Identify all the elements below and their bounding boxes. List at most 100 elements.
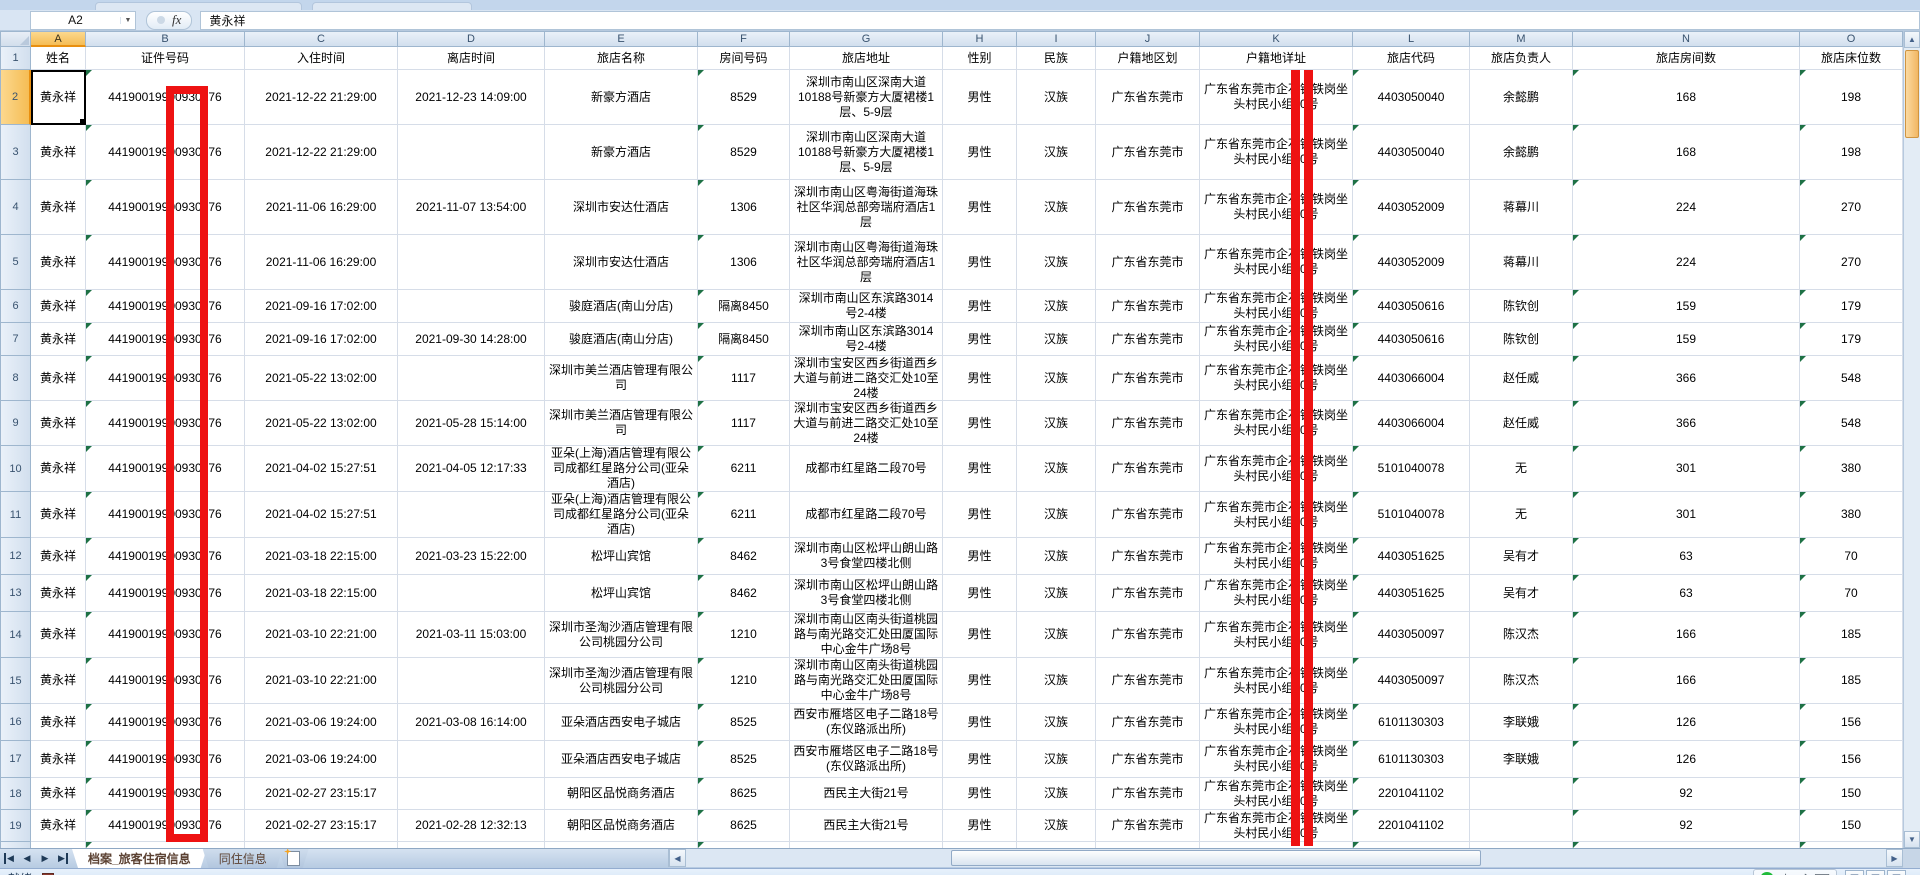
cell-M7[interactable]: 陈钦创 bbox=[1470, 323, 1573, 356]
cell-L16[interactable]: 6101130303 bbox=[1353, 704, 1470, 741]
row-header-17[interactable]: 17 bbox=[0, 741, 31, 778]
cell-D12[interactable]: 2021-03-23 15:22:00 bbox=[398, 538, 545, 575]
cell-C14[interactable]: 2021-03-10 22:21:00 bbox=[245, 612, 398, 658]
cell-I11[interactable]: 汉族 bbox=[1017, 492, 1096, 538]
cell-H18[interactable]: 男性 bbox=[943, 778, 1017, 810]
cell-O9[interactable]: 548 bbox=[1800, 401, 1903, 446]
cell-L14[interactable]: 4403050097 bbox=[1353, 612, 1470, 658]
cell-K20[interactable]: 广东省东莞市企石镇铁岗坐头村民小组40号 bbox=[1200, 842, 1353, 848]
cell-O11[interactable]: 380 bbox=[1800, 492, 1903, 538]
cell-B10[interactable]: 44190019900930376 bbox=[86, 446, 245, 492]
cell-L5[interactable]: 4403052009 bbox=[1353, 235, 1470, 290]
cell-K8[interactable]: 广东省东莞市企石镇铁岗坐头村民小组40号 bbox=[1200, 356, 1353, 401]
cell-H2[interactable]: 男性 bbox=[943, 70, 1017, 125]
cell-N7[interactable]: 159 bbox=[1573, 323, 1800, 356]
cell-N18[interactable]: 92 bbox=[1573, 778, 1800, 810]
cell-B11[interactable]: 44190019900930376 bbox=[86, 492, 245, 538]
cell-B19[interactable]: 44190019900930376 bbox=[86, 810, 245, 842]
cell-O20[interactable]: 130 bbox=[1800, 842, 1903, 848]
cell-H16[interactable]: 男性 bbox=[943, 704, 1017, 741]
cell-O13[interactable]: 70 bbox=[1800, 575, 1903, 612]
cell-M14[interactable]: 陈汉杰 bbox=[1470, 612, 1573, 658]
cell-I4[interactable]: 汉族 bbox=[1017, 180, 1096, 235]
cell-G2[interactable]: 深圳市南山区深南大道10188号新豪方大厦裙楼1层、5-9层 bbox=[790, 70, 943, 125]
cell-N15[interactable]: 166 bbox=[1573, 658, 1800, 704]
cell-D7[interactable]: 2021-09-30 14:28:00 bbox=[398, 323, 545, 356]
cell-A4[interactable]: 黄永祥 bbox=[31, 180, 86, 235]
cell-B12[interactable]: 44190019900930376 bbox=[86, 538, 245, 575]
cell-I20[interactable]: 汉族 bbox=[1017, 842, 1096, 848]
cell-J3[interactable]: 广东省东莞市 bbox=[1096, 125, 1200, 180]
column-header-A[interactable]: A bbox=[31, 31, 86, 47]
cell-I16[interactable]: 汉族 bbox=[1017, 704, 1096, 741]
cell-C19[interactable]: 2021-02-27 23:15:17 bbox=[245, 810, 398, 842]
cell-F17[interactable]: 8525 bbox=[698, 741, 790, 778]
cell-G14[interactable]: 深圳市南山区南头街道桃园路与南光路交汇处田厦国际中心金牛广场8号 bbox=[790, 612, 943, 658]
cell-H20[interactable]: 男性 bbox=[943, 842, 1017, 848]
scroll-left-icon[interactable]: ◀ bbox=[669, 849, 686, 867]
cell-F20[interactable]: 1105 bbox=[698, 842, 790, 848]
cell-E8[interactable]: 深圳市美兰酒店管理有限公司 bbox=[545, 356, 698, 401]
cell-I5[interactable]: 汉族 bbox=[1017, 235, 1096, 290]
header-cell-B1[interactable]: 证件号码 bbox=[86, 47, 245, 70]
header-cell-M1[interactable]: 旅店负责人 bbox=[1470, 47, 1573, 70]
cell-H4[interactable]: 男性 bbox=[943, 180, 1017, 235]
name-box[interactable]: A2 ▼ bbox=[30, 10, 136, 30]
cell-M6[interactable]: 陈钦创 bbox=[1470, 290, 1573, 323]
cell-H10[interactable]: 男性 bbox=[943, 446, 1017, 492]
cell-A19[interactable]: 黄永祥 bbox=[31, 810, 86, 842]
row-header-3[interactable]: 3 bbox=[0, 125, 31, 180]
cell-H11[interactable]: 男性 bbox=[943, 492, 1017, 538]
cell-H14[interactable]: 男性 bbox=[943, 612, 1017, 658]
cell-B5[interactable]: 44190019900930376 bbox=[86, 235, 245, 290]
cell-M13[interactable]: 吴有才 bbox=[1470, 575, 1573, 612]
cell-J18[interactable]: 广东省东莞市 bbox=[1096, 778, 1200, 810]
row-header-6[interactable]: 6 bbox=[0, 290, 31, 323]
column-header-E[interactable]: E bbox=[545, 31, 698, 47]
cell-M8[interactable]: 赵任威 bbox=[1470, 356, 1573, 401]
cell-I17[interactable]: 汉族 bbox=[1017, 741, 1096, 778]
cell-D17[interactable] bbox=[398, 741, 545, 778]
cell-K19[interactable]: 广东省东莞市企石镇铁岗坐头村民小组40号 bbox=[1200, 810, 1353, 842]
cell-K4[interactable]: 广东省东莞市企石镇铁岗坐头村民小组40号 bbox=[1200, 180, 1353, 235]
cell-M19[interactable] bbox=[1470, 810, 1573, 842]
cell-A9[interactable]: 黄永祥 bbox=[31, 401, 86, 446]
row-header-7[interactable]: 7 bbox=[0, 323, 31, 356]
cell-B13[interactable]: 44190019900930376 bbox=[86, 575, 245, 612]
cell-K10[interactable]: 广东省东莞市企石镇铁岗坐头村民小组40号 bbox=[1200, 446, 1353, 492]
cell-N8[interactable]: 366 bbox=[1573, 356, 1800, 401]
cell-H19[interactable]: 男性 bbox=[943, 810, 1017, 842]
column-header-F[interactable]: F bbox=[698, 31, 790, 47]
insert-worksheet-tab[interactable] bbox=[279, 849, 309, 868]
cell-K6[interactable]: 广东省东莞市企石镇铁岗坐头村民小组40号 bbox=[1200, 290, 1353, 323]
horizontal-scroll-thumb[interactable] bbox=[951, 850, 1481, 866]
cell-B2[interactable]: 44190019900930376 bbox=[86, 70, 245, 125]
column-header-G[interactable]: G bbox=[790, 31, 943, 47]
cell-F19[interactable]: 8625 bbox=[698, 810, 790, 842]
row-header-14[interactable]: 14 bbox=[0, 612, 31, 658]
header-cell-L1[interactable]: 旅店代码 bbox=[1353, 47, 1470, 70]
column-header-D[interactable]: D bbox=[398, 31, 545, 47]
macro-record-icon[interactable] bbox=[42, 872, 55, 875]
cell-K16[interactable]: 广东省东莞市企石镇铁岗坐头村民小组40号 bbox=[1200, 704, 1353, 741]
cell-H6[interactable]: 男性 bbox=[943, 290, 1017, 323]
cell-M18[interactable] bbox=[1470, 778, 1573, 810]
cell-B14[interactable]: 44190019900930376 bbox=[86, 612, 245, 658]
row-header-5[interactable]: 5 bbox=[0, 235, 31, 290]
cell-F18[interactable]: 8625 bbox=[698, 778, 790, 810]
header-cell-I1[interactable]: 民族 bbox=[1017, 47, 1096, 70]
cell-E4[interactable]: 深圳市安达仕酒店 bbox=[545, 180, 698, 235]
cell-N14[interactable]: 166 bbox=[1573, 612, 1800, 658]
cell-J20[interactable]: 广东省东莞市 bbox=[1096, 842, 1200, 848]
cell-I6[interactable]: 汉族 bbox=[1017, 290, 1096, 323]
cell-J11[interactable]: 广东省东莞市 bbox=[1096, 492, 1200, 538]
cell-O7[interactable]: 179 bbox=[1800, 323, 1903, 356]
cell-D6[interactable] bbox=[398, 290, 545, 323]
cell-N11[interactable]: 301 bbox=[1573, 492, 1800, 538]
row-header-2[interactable]: 2 bbox=[0, 70, 31, 125]
cell-D20[interactable] bbox=[398, 842, 545, 848]
cell-D13[interactable] bbox=[398, 575, 545, 612]
cell-C20[interactable]: 2021-02-10 14:53:00 bbox=[245, 842, 398, 848]
cell-L15[interactable]: 4403050097 bbox=[1353, 658, 1470, 704]
cell-M11[interactable]: 无 bbox=[1470, 492, 1573, 538]
